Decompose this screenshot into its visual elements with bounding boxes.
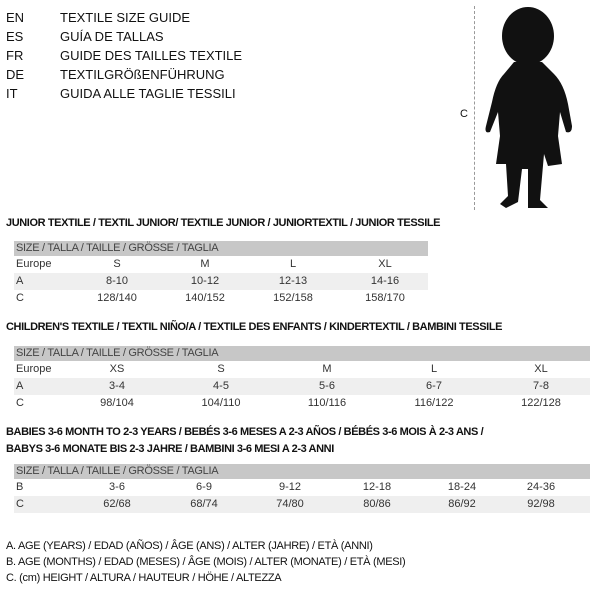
row-label: C [16, 498, 24, 510]
junior-size-table: SIZE / TALLA / TAILLE / GRÖSSE / TAGLIA … [14, 241, 428, 307]
cell: L [430, 363, 438, 375]
cell: 104/110 [201, 397, 241, 409]
cell: 9-12 [278, 481, 302, 493]
cell: 152/158 [273, 292, 313, 304]
cell: 62/68 [103, 498, 131, 510]
cell: 122/128 [521, 397, 561, 409]
cell: 7-8 [533, 380, 549, 392]
cell: XL [378, 258, 392, 270]
cell: 74/80 [276, 498, 304, 510]
cell: 128/140 [97, 292, 137, 304]
cell: 24-36 [526, 481, 556, 493]
babies-size-table: SIZE / TALLA / TAILLE / GRÖSSE / TAGLIA … [14, 464, 590, 513]
cell: 80/86 [363, 498, 391, 510]
table-header: SIZE / TALLA / TAILLE / GRÖSSE / TAGLIA [14, 241, 428, 256]
row-label: A [16, 380, 24, 392]
cell: 18-24 [447, 481, 477, 493]
table-row: A 8-10 10-12 12-13 14-16 [14, 273, 428, 290]
cell: S [217, 363, 225, 375]
height-line [474, 6, 475, 210]
lang-title: GUÍA DE TALLAS [60, 29, 164, 44]
cell: 140/152 [185, 292, 225, 304]
table-header: SIZE / TALLA / TAILLE / GRÖSSE / TAGLIA [14, 346, 590, 361]
children-size-table: SIZE / TALLA / TAILLE / GRÖSSE / TAGLIA … [14, 346, 590, 412]
lang-code: EN [6, 10, 25, 25]
cell: 4-5 [213, 380, 229, 392]
cell: 12-18 [362, 481, 392, 493]
cell: L [289, 258, 297, 270]
lang-title: TEXTILGRÖßENFÜHRUNG [60, 67, 225, 82]
cell: M [200, 258, 210, 270]
lang-title: TEXTILE SIZE GUIDE [60, 10, 191, 25]
cell: 6-9 [196, 481, 212, 493]
table-header: SIZE / TALLA / TAILLE / GRÖSSE / TAGLIA [14, 464, 590, 479]
cell: XL [534, 363, 548, 375]
cell: 5-6 [319, 380, 335, 392]
row-label: Europe [16, 258, 52, 270]
cell: 110/116 [307, 397, 347, 409]
cell: 10-12 [190, 275, 220, 287]
table-row: A 3-4 4-5 5-6 6-7 7-8 [14, 378, 590, 395]
table-row: B 3-6 6-9 9-12 12-18 18-24 24-36 [14, 479, 590, 496]
table-row: C 62/68 68/74 74/80 80/86 86/92 92/98 [14, 496, 590, 513]
legend-b: B. AGE (MONTHS) / EDAD (MESES) / ÂGE (MO… [6, 556, 406, 568]
row-label: A [16, 275, 24, 287]
legend-a: A. AGE (YEARS) / EDAD (AÑOS) / ÂGE (ANS)… [6, 540, 373, 552]
row-label: C [16, 292, 24, 304]
cell: 92/98 [527, 498, 555, 510]
table-row: Europe S M L XL [14, 256, 428, 273]
babies-title-line2: BABYS 3-6 MONATE BIS 2-3 JAHRE / BAMBINI… [6, 443, 334, 455]
lang-title: GUIDA ALLE TAGLIE TESSILI [60, 86, 236, 101]
cell: 116/122 [414, 397, 454, 409]
row-label: Europe [16, 363, 52, 375]
lang-code: ES [6, 29, 24, 44]
row-label: B [16, 481, 24, 493]
lang-code: FR [6, 48, 24, 63]
cell: 86/92 [448, 498, 476, 510]
baby-silhouette-icon [485, 7, 572, 208]
cell: 8-10 [105, 275, 129, 287]
table-row: C 128/140 140/152 152/158 158/170 [14, 290, 428, 307]
cell: 3-6 [109, 481, 125, 493]
cell: 14-16 [370, 275, 400, 287]
cell: M [322, 363, 332, 375]
cell: 3-4 [109, 380, 125, 392]
cell: 98/104 [100, 397, 134, 409]
legend-c: C. (cm) HEIGHT / ALTURA / HAUTEUR / HÖHE… [6, 572, 282, 584]
lang-title: GUIDE DES TAILLES TEXTILE [60, 48, 243, 63]
height-label: C [460, 108, 468, 120]
cell: S [113, 258, 121, 270]
babies-title-line1: BABIES 3-6 MONTH TO 2-3 YEARS / BEBÉS 3-… [6, 426, 484, 438]
lang-code: IT [6, 86, 18, 101]
table-row: C 98/104 104/110 110/116 116/122 122/128 [14, 395, 590, 412]
row-label: C [16, 397, 24, 409]
cell: 158/170 [365, 292, 405, 304]
cell: 6-7 [426, 380, 442, 392]
table-row: Europe XS S M L XL [14, 361, 590, 378]
cell: 12-13 [278, 275, 308, 287]
junior-title: JUNIOR TEXTILE / TEXTIL JUNIOR/ TEXTILE … [6, 217, 441, 229]
cell: 68/74 [190, 498, 218, 510]
cell: XS [109, 363, 125, 375]
children-title: CHILDREN'S TEXTILE / TEXTIL NIÑO/A / TEX… [6, 321, 503, 333]
lang-code: DE [6, 67, 25, 82]
